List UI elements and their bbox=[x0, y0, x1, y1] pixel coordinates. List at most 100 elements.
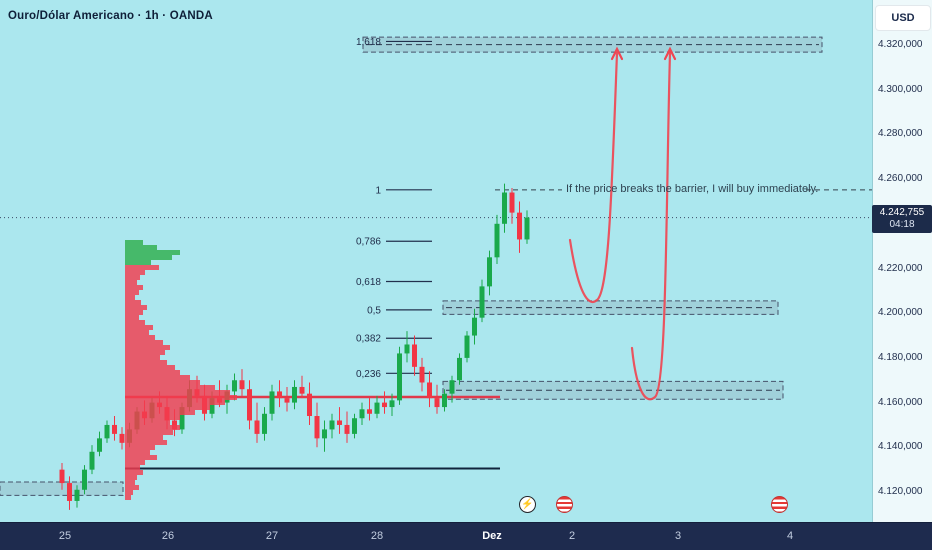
symbol-title[interactable]: Ouro/Dólar Americano · 1h · OANDA bbox=[8, 10, 213, 22]
volume-profile-row bbox=[125, 350, 165, 355]
volume-profile-row bbox=[125, 480, 135, 485]
candle-body bbox=[517, 212, 522, 240]
candle-body bbox=[389, 400, 395, 408]
lightning-event-icon[interactable]: ⚡ bbox=[519, 496, 536, 513]
candle-body bbox=[284, 398, 290, 403]
time-scale[interactable]: 25 26 27 28 Dez 2 3 4 bbox=[0, 522, 932, 550]
candle-body bbox=[524, 217, 530, 240]
candle-body bbox=[254, 420, 260, 434]
candle-body bbox=[74, 489, 80, 501]
price-tick-label: 4.280,000 bbox=[878, 128, 923, 140]
projection-arrow-2[interactable] bbox=[630, 51, 672, 401]
volume-profile-row bbox=[125, 285, 143, 290]
candle-body bbox=[89, 451, 95, 470]
candle-body bbox=[374, 402, 380, 414]
chart-plot-area[interactable]: 1,618 1 0,786 0,618 0,5 0,382 0,236 bbox=[0, 0, 872, 522]
candle-body bbox=[232, 380, 237, 392]
volume-profile-row bbox=[125, 470, 143, 475]
volume-profile-row bbox=[125, 445, 155, 450]
candle-body bbox=[442, 393, 447, 408]
candle-body bbox=[472, 317, 477, 336]
time-tick-label: 27 bbox=[265, 530, 279, 542]
candle-body bbox=[322, 429, 327, 439]
candle-body bbox=[112, 424, 117, 434]
candle-body bbox=[344, 424, 350, 434]
volume-profile-row bbox=[125, 405, 210, 410]
volume-profile-row bbox=[125, 365, 175, 370]
price-tick-label: 4.320,000 bbox=[878, 39, 923, 50]
candle-body bbox=[382, 402, 387, 408]
volume-profile-row bbox=[125, 300, 141, 305]
candle-body bbox=[352, 418, 357, 434]
volume-profile-row bbox=[125, 485, 139, 490]
candle-body bbox=[509, 192, 515, 213]
candle-body bbox=[209, 398, 215, 414]
time-tick-label: 25 bbox=[58, 530, 72, 542]
zone-lower-barrier[interactable] bbox=[442, 380, 784, 400]
volume-profile-row bbox=[125, 375, 190, 380]
price-tick-label: 4.140,000 bbox=[878, 441, 923, 453]
candle-body bbox=[269, 391, 275, 414]
volume-profile-row bbox=[125, 345, 170, 350]
candle-body bbox=[59, 469, 65, 484]
volume-profile-row bbox=[125, 455, 157, 460]
projection-arrow-1[interactable] bbox=[568, 51, 619, 303]
price-scale[interactable]: 4.320,000 4.300,000 4.280,000 4.260,000 4.22… bbox=[872, 0, 932, 522]
volume-profile-row bbox=[125, 465, 140, 470]
candle-body bbox=[479, 286, 485, 318]
volume-profile-row bbox=[125, 395, 237, 400]
volume-profile-row bbox=[125, 250, 180, 255]
volume-profile-row bbox=[125, 425, 180, 430]
volume-profile-row bbox=[125, 415, 180, 420]
candle-body bbox=[337, 420, 342, 425]
volume-profile-row bbox=[125, 240, 143, 245]
candle-body bbox=[449, 380, 455, 394]
volume-profile-row bbox=[125, 245, 157, 250]
candle-body bbox=[172, 420, 177, 430]
fib-label: 0,618 bbox=[356, 277, 381, 288]
candle-body bbox=[359, 409, 365, 419]
last-price-countdown: 04:18 bbox=[889, 218, 915, 230]
volume-profile-row bbox=[125, 380, 200, 385]
candle-body bbox=[277, 391, 282, 399]
volume-profile-row bbox=[125, 490, 133, 495]
candle-body bbox=[397, 353, 402, 401]
fib-label: 1 bbox=[375, 185, 381, 196]
economic-event-icon[interactable] bbox=[556, 496, 573, 513]
volume-profile-row bbox=[125, 325, 153, 330]
volume-profile-row bbox=[125, 400, 225, 405]
currency-toggle-button[interactable]: USD bbox=[875, 5, 931, 31]
price-tick-label: 4.220,000 bbox=[878, 262, 923, 274]
economic-event-icon[interactable] bbox=[771, 496, 788, 513]
last-price-value: 4.242,755 bbox=[879, 206, 925, 218]
candle-body bbox=[457, 357, 462, 381]
time-tick-label: Dez bbox=[482, 530, 502, 542]
chart-canvas[interactable]: 1,618 1 0,786 0,618 0,5 0,382 0,236 bbox=[0, 0, 872, 522]
candle-body bbox=[412, 344, 417, 367]
note-text-drawing[interactable]: If the price breaks the barrier, I will … bbox=[566, 182, 819, 195]
volume-profile-row bbox=[125, 475, 137, 480]
projection-arrow-1-head bbox=[610, 46, 624, 61]
candle-body bbox=[404, 344, 410, 354]
time-tick-label: 26 bbox=[161, 530, 175, 542]
candle-body bbox=[464, 335, 470, 358]
candle-body bbox=[247, 389, 252, 421]
candle-body bbox=[434, 398, 440, 408]
volume-profile-row bbox=[125, 265, 159, 270]
candle-body bbox=[329, 420, 335, 430]
volume-profile-row bbox=[125, 360, 167, 365]
volume-profile-row bbox=[125, 355, 160, 360]
fib-label: 0,236 bbox=[356, 369, 381, 380]
zone-upper-target[interactable] bbox=[362, 36, 823, 53]
candle-body bbox=[97, 438, 102, 452]
candle-body bbox=[419, 366, 425, 383]
price-tick-label: 4.200,000 bbox=[878, 307, 923, 319]
candle-body bbox=[487, 257, 492, 287]
fib-label: 0,5 bbox=[367, 305, 381, 316]
volume-profile-row bbox=[125, 255, 172, 260]
candle-body bbox=[494, 223, 500, 258]
volume-profile-row bbox=[125, 420, 170, 425]
price-tick-label: 4.300,000 bbox=[878, 83, 923, 95]
volume-profile-row bbox=[125, 280, 137, 285]
